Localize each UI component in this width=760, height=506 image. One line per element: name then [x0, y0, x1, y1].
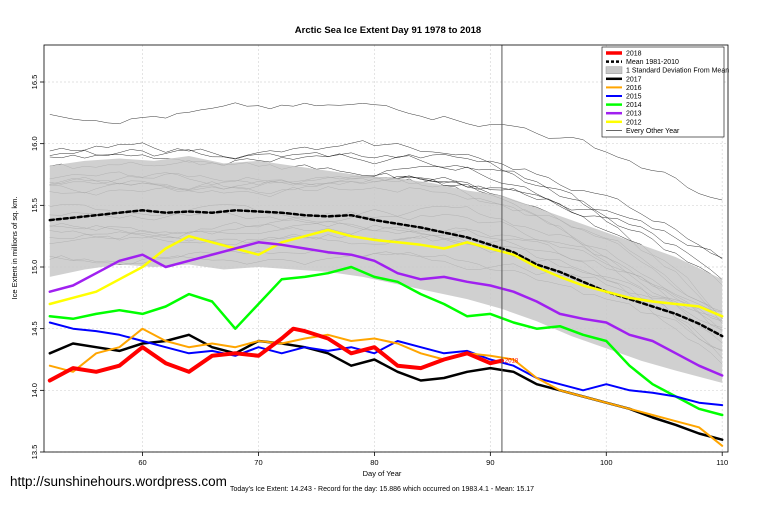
legend-label: Mean 1981-2010	[626, 59, 679, 66]
series-line-2014	[48, 265, 724, 417]
background-year-line	[49, 153, 723, 319]
chart-title: Arctic Sea Ice Extent Day 91 1978 to 201…	[295, 25, 481, 36]
legend-label: 2012	[626, 119, 642, 126]
y-tick-label: 14.5	[30, 321, 39, 336]
legend-label: 2016	[626, 85, 642, 92]
x-axis-label: Day of Year	[363, 469, 402, 478]
x-tick-label: 100	[600, 458, 613, 467]
x-axis-ticks: 60 70 80 90 100 110	[138, 452, 728, 467]
y-axis-ticks: 13.5 14.0 14.5 15.0 15.5 16.0 16.5	[30, 75, 44, 460]
background-year-line	[49, 140, 723, 324]
x-tick-label: 70	[254, 458, 262, 467]
legend-label: 2018	[626, 51, 642, 58]
y-tick-label: 15.5	[30, 198, 39, 213]
y-axis-label: Ice Extent in millions of sq. km.	[10, 197, 19, 300]
legend-label: 2013	[626, 111, 642, 118]
series-line-2012	[48, 228, 724, 318]
background-year-line	[49, 149, 723, 259]
series-lines	[47, 209, 724, 447]
current-day-label: 2018	[505, 359, 519, 365]
credit-text: http://sunshinehours.wordpress.com	[10, 474, 227, 489]
y-tick-label: 14.0	[30, 383, 39, 398]
legend-label: 1 Standard Deviation From Mean	[626, 68, 729, 75]
series-line-2016	[48, 327, 724, 447]
std-dev-band	[49, 156, 723, 383]
series-line-2018	[47, 326, 504, 383]
background-year-line	[49, 102, 723, 201]
legend-label: 2014	[626, 102, 642, 109]
x-tick-label: 80	[370, 458, 378, 467]
legend-label: 2015	[626, 94, 642, 101]
y-tick-label: 16.0	[30, 136, 39, 151]
y-tick-label: 15.0	[30, 260, 39, 275]
legend-label: Every Other Year	[626, 128, 680, 135]
y-tick-label: 16.5	[30, 75, 39, 90]
series-line-2013	[48, 241, 724, 377]
x-tick-label: 110	[716, 458, 728, 467]
legend-box	[601, 46, 725, 138]
y-tick-label: 13.5	[30, 445, 39, 460]
x-tick-label: 60	[138, 458, 146, 467]
series-line-2015	[48, 321, 724, 407]
plot-frame	[43, 44, 729, 453]
legend-swatch-band	[605, 66, 623, 74]
x-tick-label: 90	[486, 458, 494, 467]
legend-label: 2017	[626, 76, 642, 83]
footer-text: Today's Ice Extent: 14.243 - Record for …	[230, 486, 534, 493]
